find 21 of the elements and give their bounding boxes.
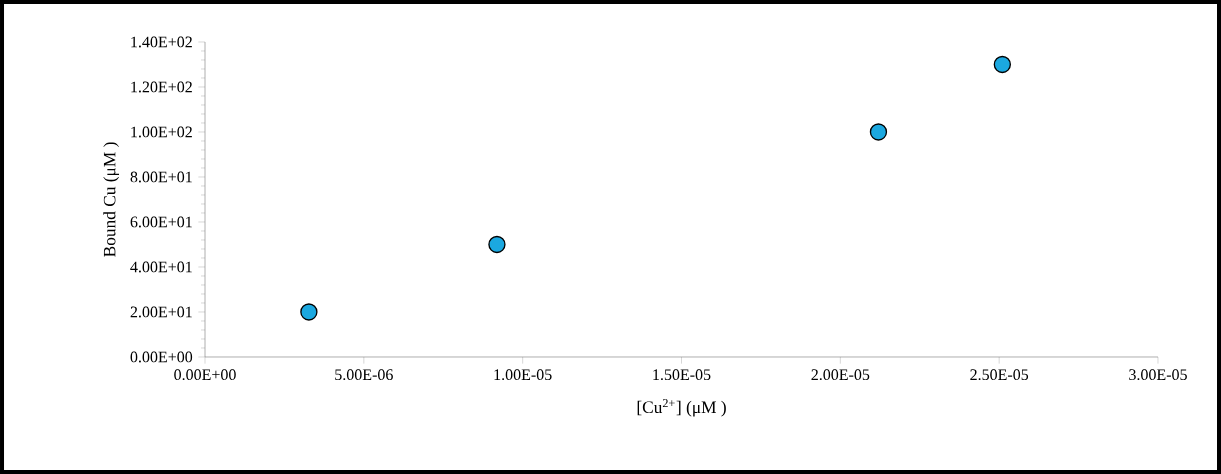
x-tick-label: 0.00E+00 — [174, 369, 236, 381]
y-tick-label: 1.00E+02 — [131, 126, 192, 138]
x-tick-label: 2.50E-05 — [970, 369, 1029, 381]
x-axis-title: [Cu$^{2+}$] (μM ) — [637, 399, 726, 417]
x-tick-label: 1.00E-05 — [494, 369, 552, 381]
x-tick-label: 3.00E-05 — [1129, 369, 1187, 381]
point — [993, 55, 1012, 74]
x-tick-label: 5.00E-06 — [335, 369, 393, 381]
y-tick-label: 4.00E+01 — [130, 261, 192, 273]
y-tick-label: 6.00E+01 — [130, 216, 192, 228]
y-tick-label: 2.00E+01 — [130, 306, 192, 318]
point — [300, 303, 318, 321]
y-tick-label: 1.40E+02 — [131, 36, 192, 48]
x-tick-label: 2.00E-05 — [811, 369, 870, 381]
x-tick-label: 1.50E-05 — [653, 369, 711, 381]
y-axis-title: Bound Cu (μM ) — [103, 142, 120, 257]
y-tick-label: 0.00E+00 — [130, 351, 193, 363]
y-tick-label: 8.00E+01 — [130, 171, 192, 183]
point — [869, 123, 888, 141]
y-tick-label: 1.20E+02 — [131, 81, 192, 93]
point — [488, 235, 506, 254]
